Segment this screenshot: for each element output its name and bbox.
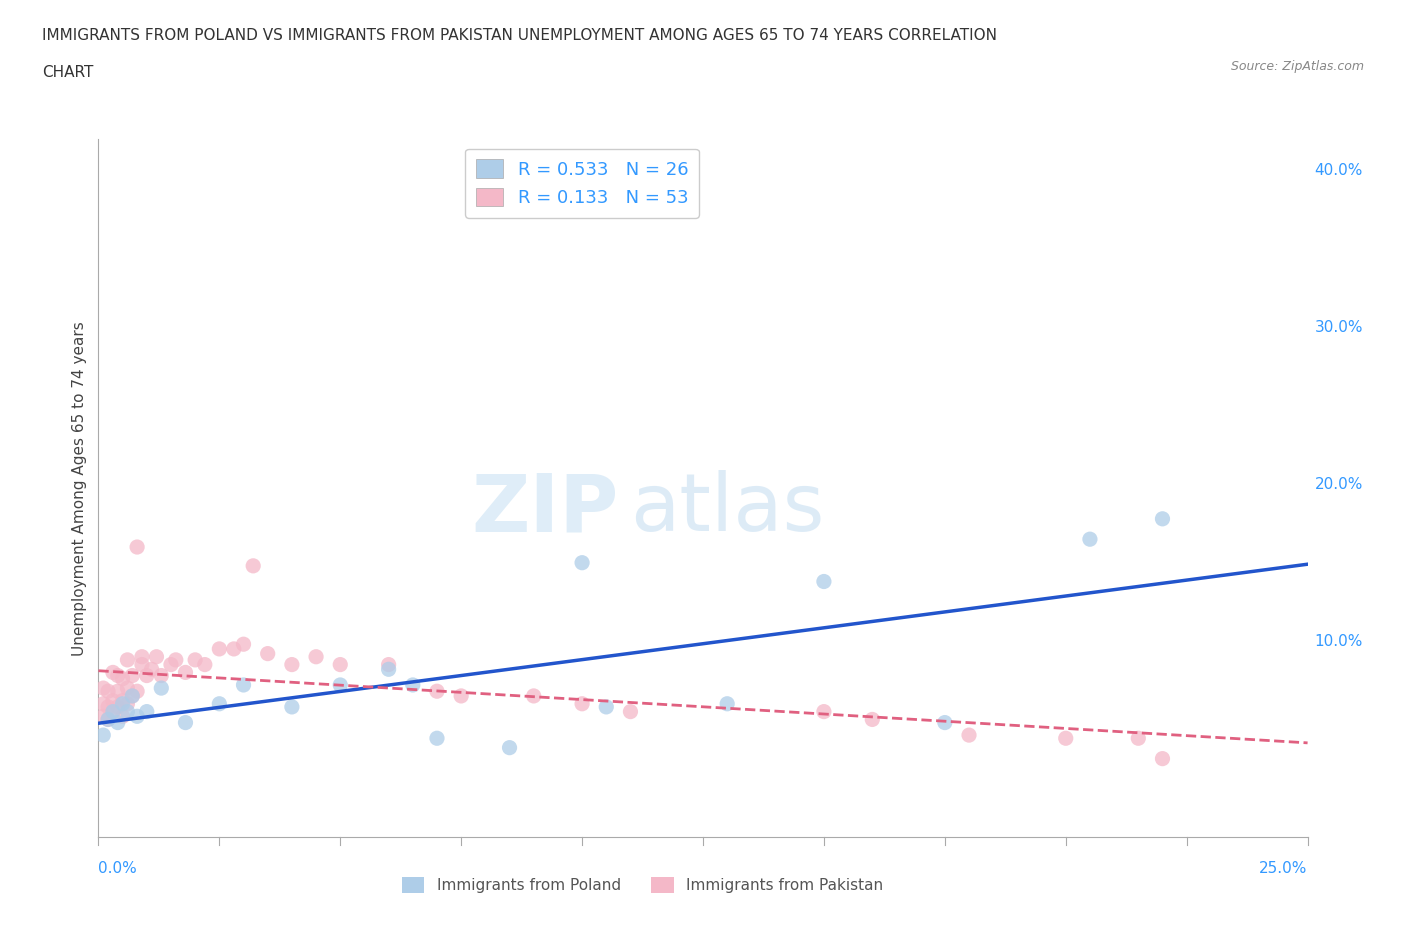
Text: atlas: atlas bbox=[630, 471, 825, 548]
Point bbox=[165, 653, 187, 668]
Y-axis label: Unemployment Among Ages 65 to 74 years: Unemployment Among Ages 65 to 74 years bbox=[72, 321, 87, 656]
Point bbox=[111, 671, 134, 686]
Point bbox=[121, 688, 143, 703]
Point bbox=[150, 681, 173, 696]
Point bbox=[595, 699, 617, 714]
Point bbox=[402, 678, 425, 693]
Point bbox=[256, 646, 278, 661]
Point bbox=[127, 684, 149, 698]
Point bbox=[329, 658, 352, 672]
Point bbox=[619, 704, 641, 719]
Point bbox=[498, 740, 520, 755]
Point bbox=[107, 715, 129, 730]
Point bbox=[111, 693, 134, 708]
Point bbox=[91, 697, 114, 711]
Point bbox=[101, 665, 124, 680]
Point bbox=[91, 709, 114, 724]
Point bbox=[107, 668, 129, 683]
Point bbox=[117, 653, 139, 668]
Point bbox=[117, 681, 139, 696]
Point bbox=[131, 658, 153, 672]
Text: CHART: CHART bbox=[42, 65, 94, 80]
Text: ZIP: ZIP bbox=[471, 471, 619, 548]
Point bbox=[813, 704, 835, 719]
Point bbox=[101, 693, 124, 708]
Point bbox=[281, 699, 304, 714]
Point bbox=[97, 699, 120, 714]
Point bbox=[135, 704, 157, 719]
Text: IMMIGRANTS FROM POLAND VS IMMIGRANTS FROM PAKISTAN UNEMPLOYMENT AMONG AGES 65 TO: IMMIGRANTS FROM POLAND VS IMMIGRANTS FRO… bbox=[42, 28, 997, 43]
Text: 30.0%: 30.0% bbox=[1315, 320, 1362, 335]
Point bbox=[117, 704, 139, 719]
Point bbox=[450, 688, 472, 703]
Point bbox=[1128, 731, 1150, 746]
Point bbox=[208, 697, 231, 711]
Point bbox=[174, 665, 197, 680]
Point bbox=[860, 712, 883, 727]
Point bbox=[329, 678, 352, 693]
Point bbox=[101, 704, 124, 719]
Point bbox=[716, 697, 738, 711]
Text: 10.0%: 10.0% bbox=[1315, 633, 1362, 648]
Point bbox=[107, 684, 129, 698]
Point bbox=[1152, 512, 1174, 526]
Point bbox=[141, 662, 163, 677]
Point bbox=[1152, 751, 1174, 766]
Point bbox=[222, 642, 245, 657]
Point bbox=[174, 715, 197, 730]
Point bbox=[91, 681, 114, 696]
Point bbox=[160, 658, 183, 672]
Point bbox=[426, 731, 449, 746]
Point bbox=[117, 697, 139, 711]
Point bbox=[232, 637, 254, 652]
Point bbox=[208, 642, 231, 657]
Point bbox=[127, 539, 149, 554]
Point bbox=[813, 574, 835, 589]
Point bbox=[377, 658, 399, 672]
Point bbox=[281, 658, 304, 672]
Text: 40.0%: 40.0% bbox=[1315, 164, 1362, 179]
Legend: Immigrants from Poland, Immigrants from Pakistan: Immigrants from Poland, Immigrants from … bbox=[395, 870, 890, 899]
Point bbox=[194, 658, 217, 672]
Point bbox=[305, 649, 328, 664]
Point bbox=[97, 712, 120, 727]
Point bbox=[571, 697, 593, 711]
Point bbox=[523, 688, 546, 703]
Point bbox=[127, 709, 149, 724]
Text: 20.0%: 20.0% bbox=[1315, 477, 1362, 492]
Text: 0.0%: 0.0% bbox=[98, 860, 138, 875]
Point bbox=[145, 649, 167, 664]
Point bbox=[97, 712, 120, 727]
Point bbox=[111, 697, 134, 711]
Point bbox=[97, 684, 120, 698]
Point bbox=[232, 678, 254, 693]
Point bbox=[242, 558, 264, 573]
Point bbox=[934, 715, 956, 730]
Point bbox=[111, 709, 134, 724]
Point bbox=[107, 699, 129, 714]
Point bbox=[135, 668, 157, 683]
Point bbox=[426, 684, 449, 698]
Point bbox=[184, 653, 207, 668]
Point bbox=[150, 668, 173, 683]
Point bbox=[121, 688, 143, 703]
Point bbox=[131, 649, 153, 664]
Text: 25.0%: 25.0% bbox=[1260, 860, 1308, 875]
Point bbox=[377, 662, 399, 677]
Text: Source: ZipAtlas.com: Source: ZipAtlas.com bbox=[1230, 60, 1364, 73]
Point bbox=[957, 727, 980, 742]
Point bbox=[91, 727, 114, 742]
Point bbox=[571, 555, 593, 570]
Point bbox=[121, 668, 143, 683]
Point bbox=[101, 704, 124, 719]
Point bbox=[1054, 731, 1077, 746]
Point bbox=[1078, 532, 1101, 547]
